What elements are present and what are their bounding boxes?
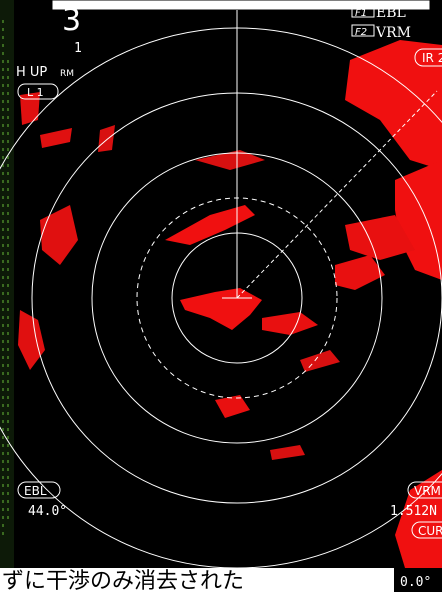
vrm-label: VRM xyxy=(414,484,441,498)
motion: RM xyxy=(60,69,74,79)
caption: ずに干渉のみ消去された xyxy=(2,569,244,592)
ir-label: IR 2 xyxy=(422,51,442,65)
echo xyxy=(40,205,78,265)
orientation: H UP xyxy=(16,65,47,80)
corner-value: 0.0° xyxy=(400,575,431,590)
echo xyxy=(215,395,250,418)
echoes xyxy=(18,40,442,568)
echo xyxy=(20,92,40,125)
f2-box xyxy=(351,24,375,37)
f1-box xyxy=(351,5,375,18)
top-bar-border xyxy=(51,0,431,11)
f2-key: F2 xyxy=(355,27,367,38)
range-index: 3 xyxy=(62,3,81,38)
line-label: L 1 xyxy=(27,86,44,99)
echo xyxy=(395,470,442,568)
cursor-label: CUR xyxy=(418,524,442,538)
corner-box xyxy=(394,568,442,592)
f1-label: EBL xyxy=(376,5,406,21)
vrm-value: 1.512N xyxy=(390,504,437,519)
echo xyxy=(40,128,72,148)
vrm-box xyxy=(407,481,442,499)
range-rings xyxy=(0,10,442,569)
ebl-line xyxy=(236,90,438,299)
echo xyxy=(98,125,115,152)
top-bar xyxy=(52,0,430,10)
ebl-value: 44.0° xyxy=(28,504,67,519)
cursor-box xyxy=(411,521,442,539)
echo xyxy=(335,255,385,290)
echo xyxy=(345,40,442,170)
f2-label: VRM xyxy=(375,25,411,41)
echo xyxy=(195,150,265,170)
ebl-box xyxy=(17,481,61,499)
sub-index: 1 xyxy=(74,41,82,56)
f1-key: F1 xyxy=(355,8,367,19)
ir-box xyxy=(414,48,442,67)
echo xyxy=(165,205,255,245)
echo xyxy=(262,312,318,335)
echo xyxy=(270,445,305,460)
echo xyxy=(18,310,45,370)
line-box xyxy=(17,83,59,100)
ebl-label: EBL xyxy=(24,484,47,498)
left-strip-noise xyxy=(2,20,9,540)
